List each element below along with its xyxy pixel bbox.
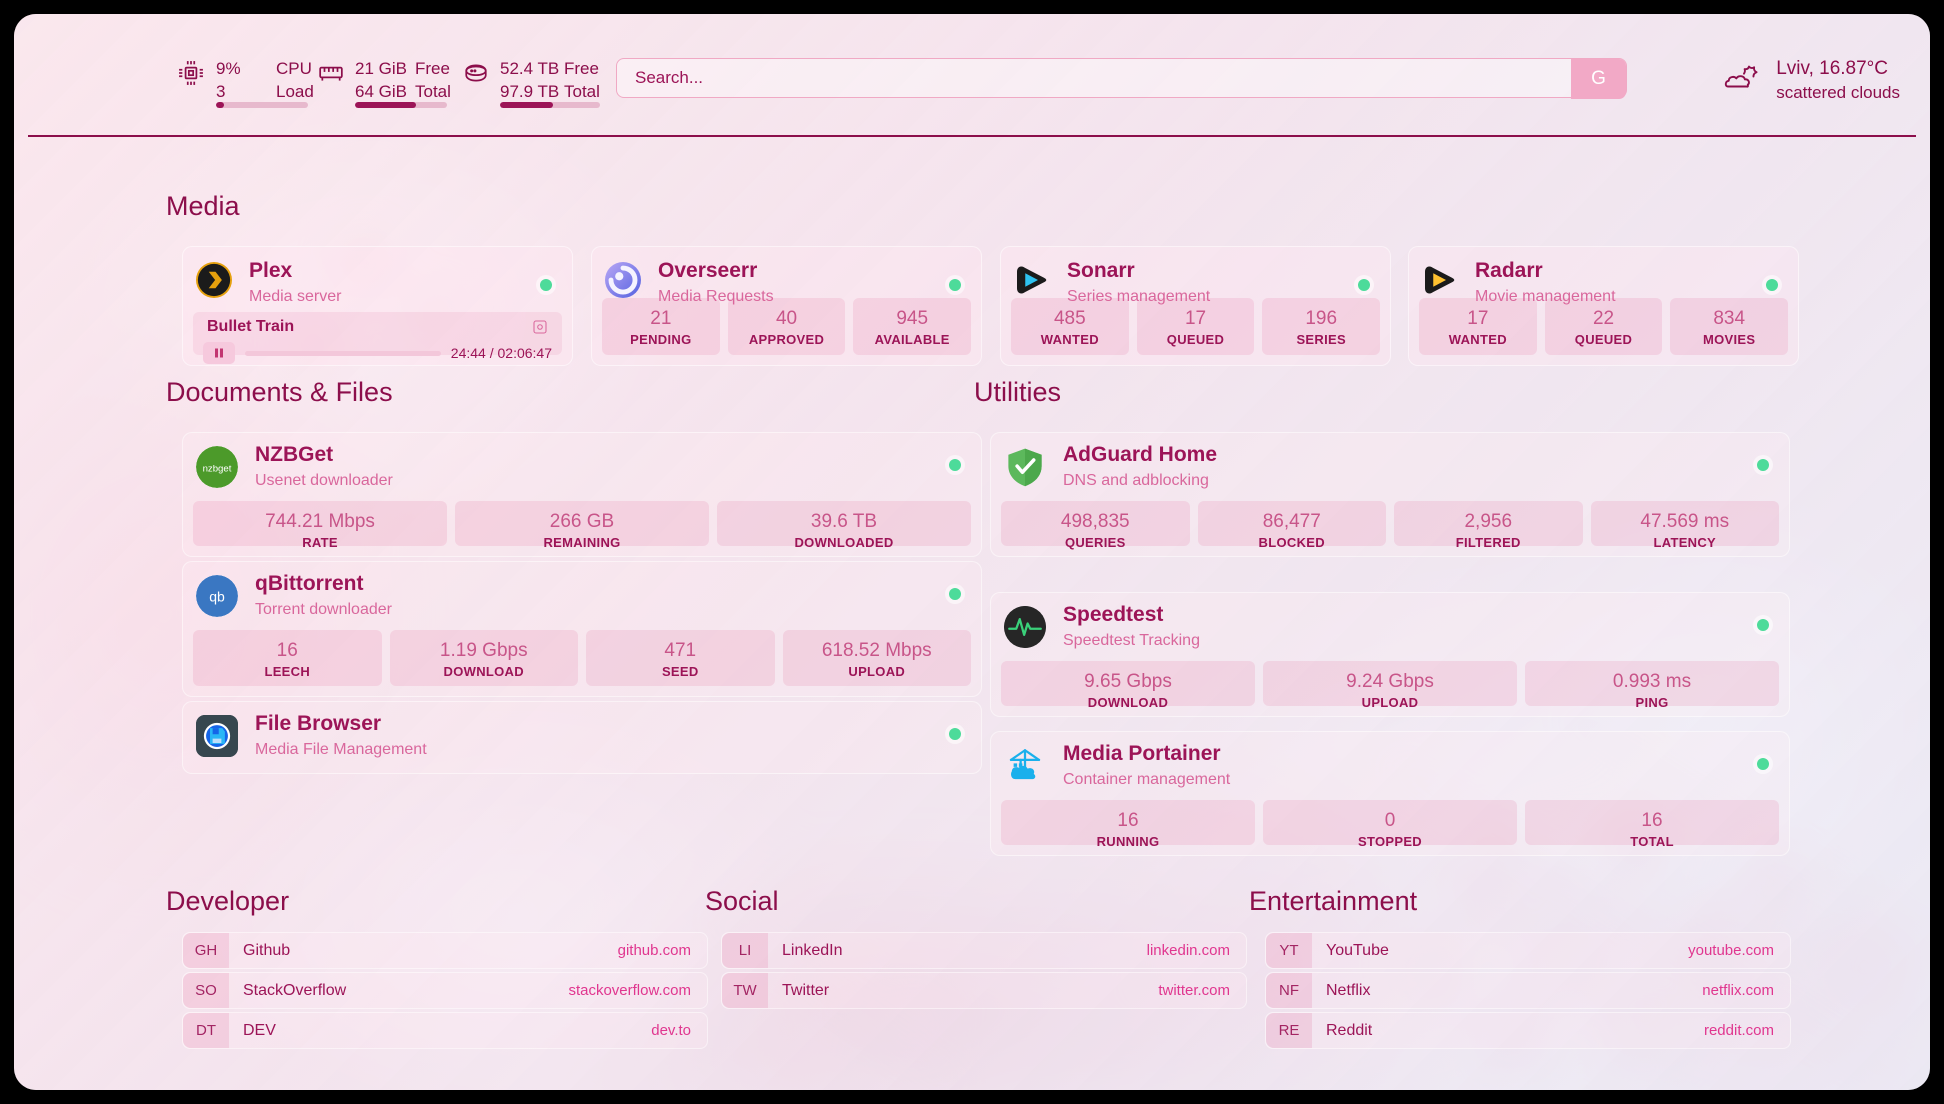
svg-text:nzbget: nzbget (203, 463, 232, 474)
svg-text:qb: qb (209, 588, 225, 604)
